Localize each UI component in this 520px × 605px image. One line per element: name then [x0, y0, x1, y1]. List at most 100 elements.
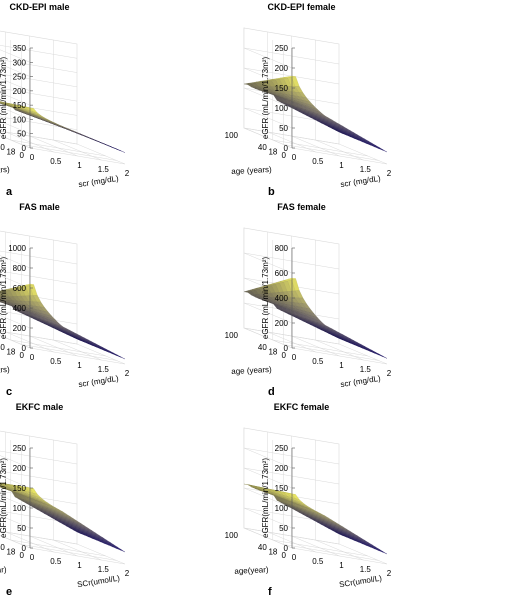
x-tick-label: 1 [339, 161, 344, 170]
x-axis-label: scr (mg/dL) [78, 374, 120, 389]
x-gridline [315, 440, 364, 561]
y-tick-label: 40 [0, 343, 5, 352]
x-gridline [5, 232, 54, 353]
z-tick-label: 200 [13, 464, 27, 473]
x-tick-label: 0 [30, 553, 35, 562]
z-tick-label: 200 [275, 64, 289, 73]
z-gridline [0, 102, 78, 120]
z-tick-label: 200 [13, 87, 27, 96]
chart-title: EKFC male [16, 402, 64, 412]
x-tick-label: 1.5 [360, 365, 372, 374]
y-gridline [283, 444, 379, 561]
z-tick-label: 250 [275, 44, 289, 53]
chart-title: FAS female [277, 202, 326, 212]
x-tick-label: 0.5 [50, 157, 62, 166]
chart-title: CKD-EPI male [9, 2, 69, 12]
y-axis-label: age(year) [0, 565, 7, 576]
z-tick-label: 800 [13, 264, 27, 273]
y-tick-label: 18 [6, 147, 15, 156]
z-tick-label: 0 [284, 344, 289, 353]
y-tick-label: 40 [258, 543, 267, 552]
y-gridline [272, 440, 368, 557]
y-gridline [21, 44, 117, 161]
floor-grid [0, 330, 126, 365]
surface-plot [0, 283, 126, 360]
z-gridline [0, 270, 78, 289]
chart-panel-a: 05010015020025030035000.511.5201840100sc… [0, 2, 130, 198]
y-gridline [10, 440, 106, 557]
x-tick-label: 2 [125, 369, 130, 378]
z-tick-label: 350 [13, 44, 27, 53]
z-gridline [0, 510, 78, 529]
panel-label: e [6, 586, 12, 598]
z-axis-label: eGFR(mL/min/1.73m²) [261, 458, 270, 538]
z-tick-label: 800 [275, 244, 289, 253]
z-tick-label: 200 [275, 464, 289, 473]
floor-grid [0, 130, 126, 165]
x-tick-label: 0 [30, 153, 35, 162]
y-gridline [272, 40, 368, 157]
x-tick-label: 2 [125, 169, 130, 178]
y-tick-label: 40 [258, 143, 267, 152]
y-gridline [272, 240, 368, 357]
panel-label: f [268, 586, 272, 598]
x-tick-label: 0 [292, 353, 297, 362]
surface-patch [117, 547, 126, 553]
x-tick-label: 0.5 [312, 557, 324, 566]
x-tick-label: 0.5 [50, 557, 62, 566]
surface-patch [117, 355, 126, 360]
y-tick-label: 100 [225, 531, 239, 540]
x-tick-label: 1 [77, 161, 82, 170]
chart-title: CKD-EPI female [267, 2, 335, 12]
z-tick-label: 150 [13, 101, 27, 110]
y-gridline [10, 240, 106, 357]
z-tick-label: 400 [275, 294, 289, 303]
x-gridline [5, 432, 54, 553]
y-tick-label: 18 [268, 147, 277, 156]
back-wall-right [0, 30, 78, 145]
z-tick-label: 0 [284, 144, 289, 153]
z-tick-label: 600 [13, 284, 27, 293]
y-tick-label: 18 [268, 547, 277, 556]
z-axis-label: eGFR (mL/min/1.73m²) [261, 257, 270, 340]
z-gridline [243, 447, 340, 469]
z-gridline [243, 47, 340, 69]
z-tick-label: 400 [13, 304, 27, 313]
surface-patch [117, 149, 126, 153]
z-tick-label: 0 [284, 544, 289, 553]
x-gridline [53, 240, 102, 361]
z-tick-label: 50 [17, 524, 26, 533]
x-tick-label: 1 [77, 361, 82, 370]
z-tick-label: 150 [275, 484, 289, 493]
z-gridline [0, 470, 78, 489]
z-tick-label: 250 [13, 73, 27, 82]
z-gridline [0, 490, 78, 509]
x-axis-label: scr (mg/dL) [78, 174, 120, 189]
x-tick-label: 2 [387, 569, 392, 578]
x-tick-label: 1.5 [98, 565, 110, 574]
surface-patch [379, 354, 388, 359]
z-gridline [0, 45, 78, 63]
y-axis-label: age (years) [231, 365, 272, 376]
z-tick-label: 150 [13, 484, 27, 493]
x-gridline [315, 40, 364, 161]
x-tick-label: 0.5 [312, 157, 324, 166]
surface-plot [243, 75, 388, 153]
x-gridline [291, 436, 340, 557]
x-gridline [267, 32, 316, 153]
surface-plot [243, 483, 388, 555]
surface-patch [379, 549, 388, 555]
z-tick-label: 100 [275, 504, 289, 513]
z-tick-label: 300 [13, 58, 27, 67]
x-axis-label: SCr(umol/L) [77, 574, 121, 590]
z-gridline [0, 73, 78, 92]
x-gridline [29, 236, 78, 357]
x-gridline [315, 240, 364, 361]
x-tick-label: 1.5 [360, 165, 372, 174]
x-tick-label: 2 [387, 369, 392, 378]
x-gridline [29, 436, 78, 557]
